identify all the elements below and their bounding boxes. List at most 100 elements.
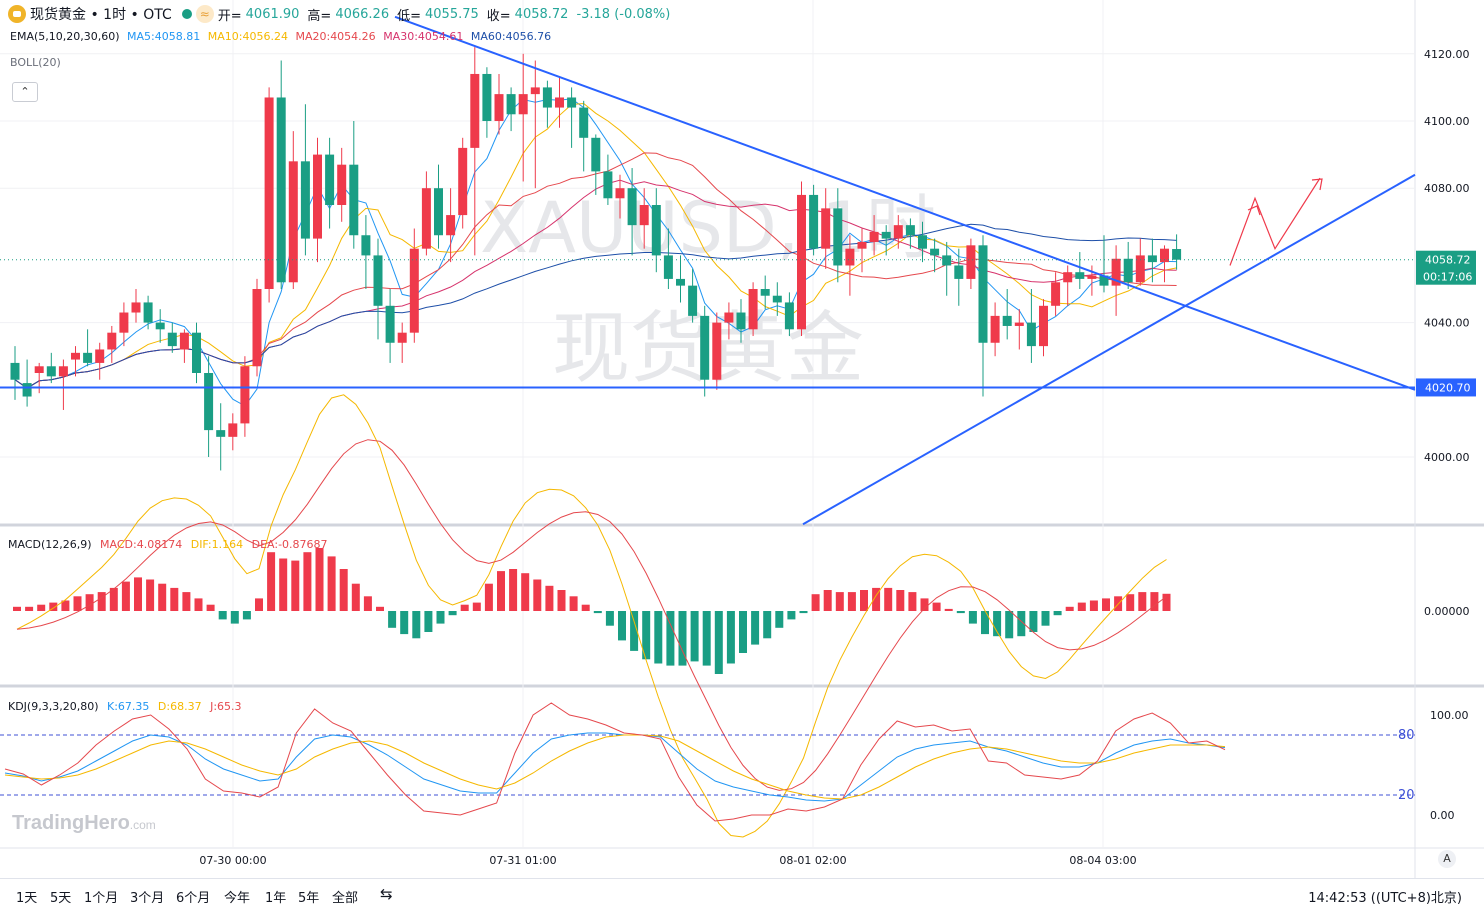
macd-bar <box>1138 592 1147 611</box>
candle-body <box>663 255 673 279</box>
macd-bar <box>436 611 445 624</box>
change-value: -3.18 (-0.08%) <box>576 6 671 22</box>
macd-bar <box>690 611 699 662</box>
macd-bar <box>255 598 263 611</box>
candle-body <box>1075 272 1085 279</box>
candle-body <box>579 107 589 138</box>
macd-bar <box>726 611 735 664</box>
macd-bar <box>1065 606 1074 611</box>
macd-bar <box>666 611 675 666</box>
symbol-title[interactable]: 现货黄金 • 1时 • OTC <box>30 7 172 23</box>
macd-bar <box>1005 611 1014 639</box>
candle-body <box>83 352 93 363</box>
clock[interactable]: 14:42:53 ((UTC+8)北京) <box>1308 891 1462 906</box>
timeframe-6m[interactable]: 6个月 <box>176 891 211 906</box>
wave-icon[interactable]: ≈ <box>195 5 214 23</box>
candle-body <box>482 73 492 121</box>
macd-bar <box>872 587 881 611</box>
macd-bar <box>847 592 856 611</box>
descending-trendline <box>394 15 1416 391</box>
macd-bar <box>557 590 566 611</box>
ema-label[interactable]: EMA(5,10,20,30,60) <box>10 30 120 43</box>
time-tick-label: 07-30 00:00 <box>199 854 266 867</box>
boll-label[interactable]: BOLL(20) <box>10 56 61 69</box>
macd-bar <box>823 590 832 611</box>
macd-bar <box>13 606 21 611</box>
candle-body <box>179 332 189 350</box>
macd-bar <box>279 558 288 611</box>
timeframe-5y[interactable]: 5年 <box>298 891 320 906</box>
dif-line <box>16 394 1167 838</box>
macd-bar <box>569 596 578 611</box>
candle-body <box>385 305 395 343</box>
candle-body <box>1147 255 1157 263</box>
candle-body <box>603 171 613 199</box>
support-price-label: 4020.70 <box>1425 381 1471 394</box>
timeframe-5d[interactable]: 5天 <box>50 891 72 906</box>
ma5-value: MA5:4058.81 <box>127 30 201 43</box>
macd-bar <box>654 611 663 664</box>
macd-value: MACD:4.08174 <box>100 538 183 551</box>
macd-name[interactable]: MACD(12,26,9) <box>8 538 92 551</box>
brand-name: TradingHero <box>12 812 130 834</box>
timeframe-1d[interactable]: 1天 <box>16 891 38 906</box>
kdj-tick-label: 20 <box>1398 788 1415 803</box>
candle-body <box>131 302 141 313</box>
candle-body <box>700 315 710 380</box>
timeframe-3m[interactable]: 3个月 <box>130 891 165 906</box>
date-range-icon[interactable]: ⇆ <box>380 885 393 903</box>
candle-body <box>1014 322 1024 326</box>
candle-body <box>143 302 153 323</box>
candle-body <box>1087 275 1097 279</box>
macd-tick-label: 0.00000 <box>1424 605 1470 618</box>
auto-scale-button[interactable]: A <box>1438 850 1456 868</box>
brand-suffix: .com <box>129 818 156 832</box>
candle-body <box>1026 322 1036 347</box>
candle-body <box>337 164 347 205</box>
watermark-main: XAUUSD, 1时 <box>480 187 936 269</box>
macd-bar <box>109 587 118 611</box>
candle-body <box>990 315 1000 343</box>
macd-bar <box>73 596 82 611</box>
macd-bar <box>303 552 312 611</box>
candle-body <box>167 332 177 347</box>
macd-bar <box>714 611 723 674</box>
low-label: 低= <box>397 8 421 24</box>
candle-body <box>833 208 843 266</box>
candle-body <box>857 241 867 249</box>
candle-body <box>688 285 698 316</box>
macd-bar <box>97 592 106 611</box>
macd-bar <box>1089 600 1098 611</box>
candle-body <box>434 188 443 236</box>
collapse-indicators-button[interactable]: ⌃ <box>12 82 38 102</box>
candle-body <box>228 423 238 437</box>
candle-body <box>34 366 44 373</box>
macd-bar <box>775 611 784 628</box>
macd-bar <box>242 611 251 620</box>
time-tick-label: 08-01 02:00 <box>779 854 846 867</box>
kdj-name[interactable]: KDJ(9,3,3,20,80) <box>8 700 99 713</box>
macd-bar <box>61 600 70 611</box>
candle-body <box>264 97 274 289</box>
macd-bar <box>194 598 203 611</box>
timeframe-all[interactable]: 全部 <box>332 891 359 906</box>
timeframe-ytd[interactable]: 今年 <box>224 891 251 906</box>
candle-body <box>288 161 298 283</box>
dea-value: DEA:-0.87687 <box>251 538 328 551</box>
timeframe-1m[interactable]: 1个月 <box>84 891 119 906</box>
candle-body <box>1160 248 1169 263</box>
macd-bar <box>339 569 348 611</box>
macd-bar <box>37 604 46 611</box>
candle-body <box>1111 258 1121 286</box>
macd-bar <box>1077 602 1086 611</box>
candle-body <box>1099 275 1109 286</box>
macd-bar <box>230 611 239 624</box>
time-tick-label: 07-31 01:00 <box>489 854 556 867</box>
forecast-arrowhead <box>1311 178 1323 191</box>
candle-body <box>772 295 782 303</box>
macd-bar <box>484 583 493 611</box>
timeframe-1y[interactable]: 1年 <box>265 891 287 906</box>
candle-body <box>555 97 564 108</box>
candle-body <box>760 289 770 296</box>
